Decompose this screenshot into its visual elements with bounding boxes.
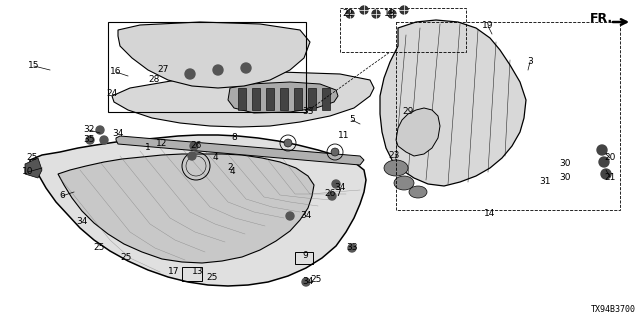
Bar	[266, 88, 274, 110]
Text: 33: 33	[302, 108, 314, 116]
Text: 25: 25	[93, 243, 105, 252]
Bar	[280, 88, 288, 110]
Circle shape	[332, 180, 340, 188]
Bar	[308, 88, 316, 110]
Polygon shape	[25, 158, 42, 178]
Circle shape	[213, 65, 223, 75]
Polygon shape	[118, 22, 310, 88]
Text: 13: 13	[192, 267, 204, 276]
Polygon shape	[30, 135, 366, 286]
Circle shape	[96, 126, 104, 134]
Circle shape	[372, 10, 380, 18]
Circle shape	[597, 145, 607, 155]
Text: 9: 9	[302, 252, 308, 260]
Text: 15: 15	[28, 61, 40, 70]
Bar	[182, 267, 202, 281]
Circle shape	[360, 6, 368, 14]
Text: 27: 27	[157, 65, 169, 74]
Text: 26: 26	[324, 189, 336, 198]
Text: 34: 34	[300, 212, 312, 220]
Text: 31: 31	[540, 177, 551, 186]
Circle shape	[599, 157, 609, 167]
Ellipse shape	[384, 160, 408, 176]
Ellipse shape	[409, 186, 427, 198]
Circle shape	[190, 142, 198, 150]
Circle shape	[346, 10, 354, 18]
Circle shape	[86, 136, 94, 144]
Bar	[252, 88, 260, 110]
Text: 21: 21	[604, 172, 616, 181]
Text: 20: 20	[604, 154, 616, 163]
Text: 17: 17	[168, 267, 180, 276]
Text: 33: 33	[346, 244, 358, 252]
Text: 6: 6	[59, 191, 65, 201]
Text: 14: 14	[484, 210, 496, 219]
Circle shape	[188, 152, 196, 160]
Text: 22: 22	[342, 10, 354, 19]
Text: 35: 35	[83, 135, 95, 145]
Text: 34: 34	[112, 130, 124, 139]
Text: 2: 2	[227, 164, 233, 172]
Circle shape	[100, 136, 108, 144]
Text: 30: 30	[559, 172, 571, 181]
Text: 19: 19	[483, 21, 493, 30]
Text: 7: 7	[335, 189, 341, 198]
Circle shape	[302, 278, 310, 286]
Bar	[322, 88, 330, 110]
Text: 34: 34	[334, 183, 346, 193]
Text: TX94B3700: TX94B3700	[591, 305, 636, 314]
Text: 28: 28	[148, 76, 160, 84]
Text: 25: 25	[26, 154, 38, 163]
Text: 25: 25	[120, 253, 132, 262]
Circle shape	[328, 192, 336, 200]
Text: 8: 8	[231, 133, 237, 142]
Text: 5: 5	[349, 116, 355, 124]
Ellipse shape	[394, 176, 414, 190]
Circle shape	[388, 10, 396, 18]
Text: 34: 34	[76, 218, 88, 227]
Text: 11: 11	[339, 132, 349, 140]
Bar	[108, 22, 306, 112]
Text: 4: 4	[212, 154, 218, 163]
Text: 16: 16	[110, 68, 122, 76]
Polygon shape	[112, 72, 374, 127]
Text: 1: 1	[145, 143, 151, 153]
Polygon shape	[116, 136, 364, 165]
Circle shape	[331, 148, 339, 156]
Text: 34: 34	[302, 277, 314, 286]
Text: 3: 3	[527, 58, 533, 67]
Text: 10: 10	[22, 167, 34, 177]
Text: 29: 29	[403, 108, 413, 116]
Circle shape	[400, 6, 408, 14]
Polygon shape	[228, 82, 338, 113]
Text: 30: 30	[559, 159, 571, 169]
Polygon shape	[380, 20, 526, 186]
Text: FR.: FR.	[590, 12, 613, 25]
Text: 24: 24	[106, 90, 118, 99]
Text: 4: 4	[229, 167, 235, 177]
Circle shape	[241, 63, 251, 73]
Bar	[238, 88, 246, 110]
Text: 18: 18	[384, 10, 396, 19]
Text: 32: 32	[83, 125, 95, 134]
Text: 12: 12	[156, 140, 168, 148]
Polygon shape	[396, 108, 440, 156]
Text: 26: 26	[190, 140, 202, 149]
Circle shape	[348, 244, 356, 252]
Polygon shape	[58, 154, 314, 263]
Bar	[294, 88, 302, 110]
Circle shape	[185, 69, 195, 79]
Bar	[340, 8, 466, 52]
Text: 25: 25	[310, 276, 322, 284]
Circle shape	[284, 139, 292, 147]
Circle shape	[286, 212, 294, 220]
Circle shape	[601, 169, 611, 179]
Text: 23: 23	[388, 151, 400, 161]
Bar	[295, 252, 313, 264]
Text: 25: 25	[206, 274, 218, 283]
